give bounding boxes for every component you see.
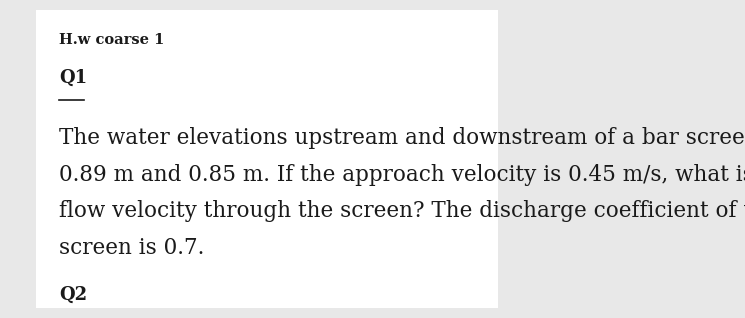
Text: screen is 0.7.: screen is 0.7.	[59, 237, 204, 259]
Text: Q1: Q1	[59, 68, 87, 86]
Text: Q2: Q2	[59, 286, 87, 304]
Text: flow velocity through the screen? The discharge coefficient of the: flow velocity through the screen? The di…	[59, 200, 745, 222]
FancyBboxPatch shape	[36, 10, 498, 308]
Text: The water elevations upstream and downstream of a bar screen are: The water elevations upstream and downst…	[59, 127, 745, 149]
Text: 0.89 m and 0.85 m. If the approach velocity is 0.45 m/s, what is the: 0.89 m and 0.85 m. If the approach veloc…	[59, 164, 745, 186]
Text: H.w coarse 1: H.w coarse 1	[59, 33, 165, 47]
